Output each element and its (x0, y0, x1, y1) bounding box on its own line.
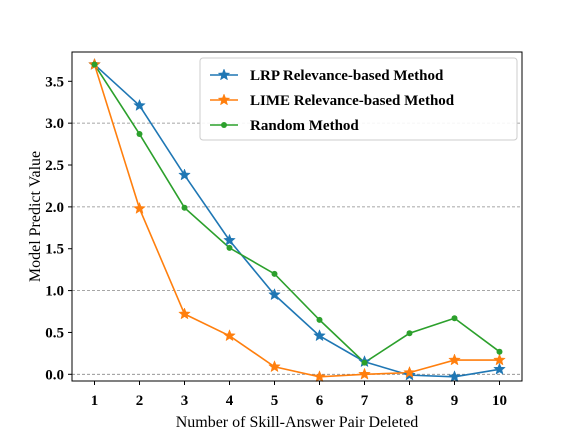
data-point (178, 168, 191, 181)
data-point (178, 307, 191, 320)
x-tick-label: 10 (492, 393, 507, 409)
y-axis-ticks: 0.0 0.5 1.0 1.5 2.0 2.5 3.0 3.5 (45, 74, 72, 383)
data-point (493, 353, 506, 366)
x-axis-title: Number of Skill-Answer Pair Deleted (176, 414, 419, 431)
y-tick-label: 3.0 (45, 116, 64, 132)
x-tick-label: 6 (316, 393, 324, 409)
data-point (133, 201, 146, 214)
legend-marker (217, 68, 231, 81)
grid-lines (72, 122, 522, 375)
y-tick-label: 1.5 (45, 242, 64, 258)
x-tick-label: 1 (91, 393, 99, 409)
legend-label: LIME Relevance-based Method (250, 93, 455, 109)
x-tick-label: 8 (406, 393, 414, 409)
y-tick-label: 2.0 (45, 200, 64, 216)
series-line-2 (93, 64, 500, 364)
data-point (496, 348, 503, 355)
x-tick-label: 4 (226, 393, 234, 409)
x-tick-label: 9 (451, 393, 459, 409)
x-tick-label: 5 (271, 393, 279, 409)
data-point (403, 365, 416, 379)
data-point (271, 270, 278, 277)
data-point (226, 244, 233, 251)
data-point (451, 315, 458, 322)
legend-label: LRP Relevance-based Method (250, 68, 444, 84)
series-layer (88, 57, 506, 383)
y-tick-label: 0.5 (45, 325, 64, 341)
legend-box (199, 57, 518, 141)
y-tick-label: 1.0 (45, 284, 64, 300)
data-point (448, 353, 461, 366)
data-point (493, 362, 506, 375)
legend: LRP Relevance-based Method LIME Relevance… (199, 57, 518, 141)
x-tick-label: 3 (181, 393, 189, 409)
series-1 (93, 64, 500, 378)
series-2 (93, 64, 500, 364)
data-point (448, 370, 461, 383)
data-point (91, 61, 98, 68)
y-tick-label: 2.5 (45, 158, 64, 174)
series-0 (93, 63, 500, 378)
series-line-0 (93, 63, 500, 378)
data-point (223, 233, 236, 246)
data-point (406, 330, 413, 337)
x-tick-label: 7 (361, 393, 369, 409)
series-markers-1 (88, 57, 506, 383)
x-axis-ticks: 1 2 3 4 5 6 7 8 9 10 (91, 381, 507, 409)
y-tick-label: 0.0 (45, 367, 64, 383)
data-point (358, 367, 371, 380)
data-point (313, 370, 326, 383)
series-markers-2 (91, 61, 503, 366)
data-point (313, 329, 326, 342)
x-tick-label: 2 (136, 393, 144, 409)
data-point (181, 204, 188, 211)
data-point (223, 329, 236, 342)
data-point (268, 288, 281, 301)
data-point (316, 316, 323, 323)
legend-label: Random Method (250, 118, 359, 134)
y-axis-title: Model Predict Value (27, 151, 44, 282)
data-point (268, 360, 281, 373)
plot-frame (71, 51, 523, 382)
series-line-1 (93, 64, 500, 378)
y-tick-label: 3.5 (45, 74, 64, 90)
data-point (136, 131, 143, 138)
legend-marker (217, 93, 231, 106)
data-point (133, 98, 146, 111)
data-point (361, 359, 368, 366)
legend-marker (221, 122, 227, 128)
